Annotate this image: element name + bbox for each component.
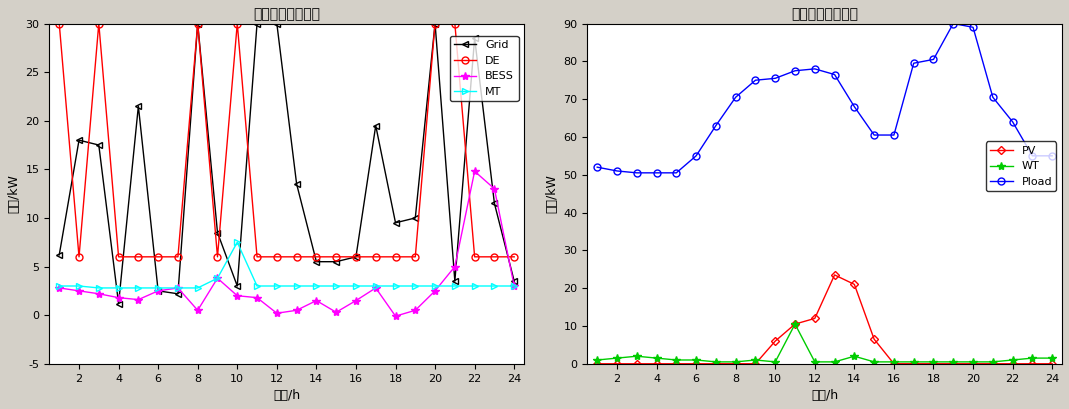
X-axis label: 时间/h: 时间/h (811, 389, 838, 402)
X-axis label: 时间/h: 时间/h (274, 389, 300, 402)
Title: 总成本最低情况下: 总成本最低情况下 (791, 7, 858, 21)
Y-axis label: 功率/kW: 功率/kW (545, 174, 558, 213)
Legend: PV, WT, Pload: PV, WT, Pload (986, 142, 1056, 191)
Title: 总成本最低情况下: 总成本最低情况下 (253, 7, 321, 21)
Legend: Grid, DE, BESS, MT: Grid, DE, BESS, MT (450, 36, 518, 101)
Y-axis label: 功率/kW: 功率/kW (6, 174, 20, 213)
